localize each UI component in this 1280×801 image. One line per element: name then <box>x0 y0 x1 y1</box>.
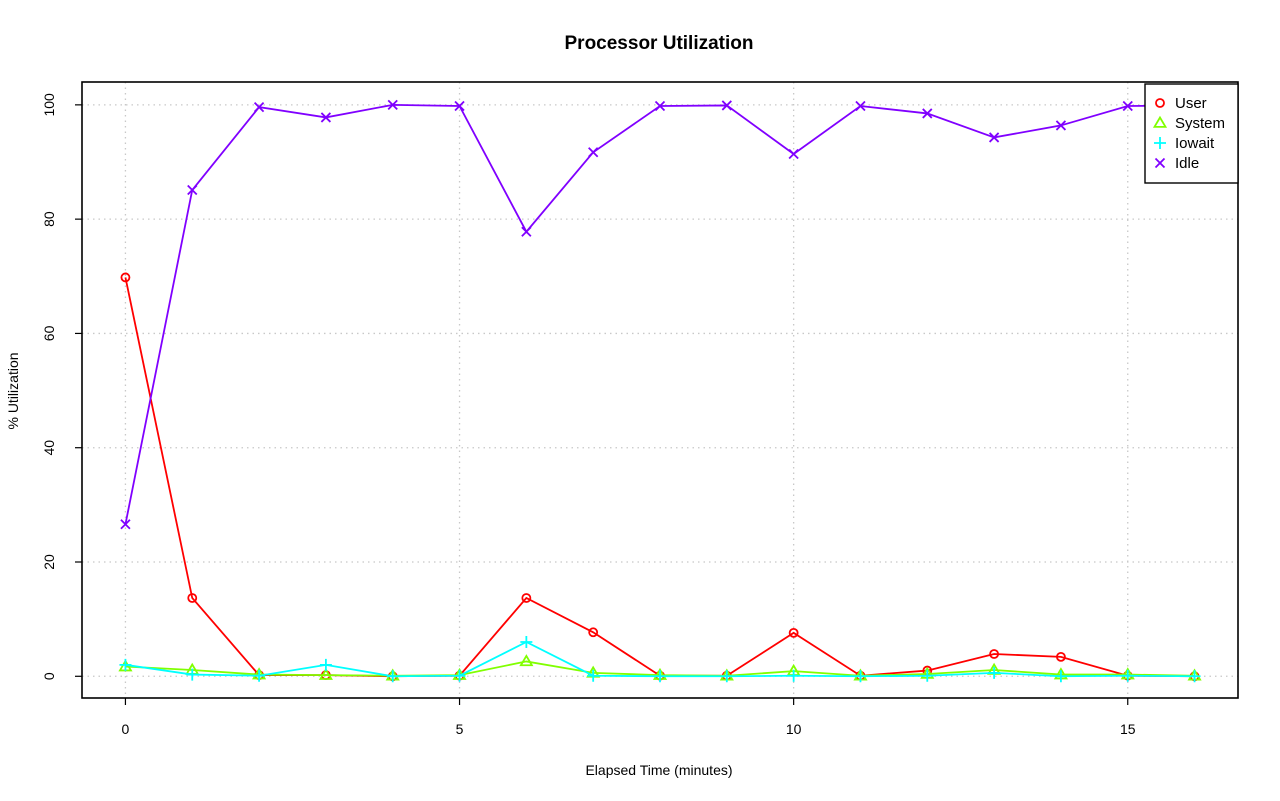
x-tick-label: 15 <box>1120 721 1136 737</box>
legend-label-iowait: Iowait <box>1175 135 1215 152</box>
data-point-idle <box>588 147 599 158</box>
legend: User System Iowait Idle <box>1144 83 1239 184</box>
plot-frame <box>81 81 1239 699</box>
data-point-system <box>519 654 534 667</box>
data-point-idle <box>454 100 465 112</box>
data-point-iowait <box>654 670 666 683</box>
data-point-iowait <box>587 669 600 682</box>
legend-label-idle: Idle <box>1175 155 1199 172</box>
data-point-idle <box>1122 100 1133 112</box>
y-axis-label: % Utilization <box>5 352 21 429</box>
data-point-iowait <box>520 636 533 648</box>
legend-marker-iowait <box>1154 137 1166 149</box>
data-point-idle <box>922 108 933 119</box>
data-point-idle <box>187 184 198 196</box>
grid-lines <box>82 82 1238 698</box>
data-point-iowait <box>854 670 867 683</box>
legend-marker-user <box>1155 98 1165 108</box>
legend-item-system: System <box>1152 115 1225 132</box>
data-point-user <box>521 593 532 603</box>
legend-item-idle: Idle <box>1154 155 1199 172</box>
data-point-idle <box>788 148 799 160</box>
legend-item-iowait: Iowait <box>1154 135 1215 152</box>
data-point-iowait <box>1188 670 1201 683</box>
data-point-iowait <box>186 668 199 681</box>
y-tick-label: 60 <box>41 325 57 341</box>
data-point-idle <box>855 100 866 112</box>
data-point-iowait <box>1121 669 1134 682</box>
data-point-user <box>989 649 1000 659</box>
data-point-iowait <box>988 666 1001 679</box>
data-point-user <box>120 272 131 283</box>
data-point-iowait <box>1054 670 1067 683</box>
data-point-user <box>588 627 599 638</box>
axes: 0 5 10 15 0 20 40 60 80 100 <box>41 93 1136 737</box>
x-tick-label: 5 <box>456 721 464 737</box>
data-point-iowait <box>253 669 266 682</box>
data-point-iowait <box>720 670 733 683</box>
data-point-idle <box>988 132 1000 143</box>
y-tick-label: 100 <box>41 93 57 117</box>
chart-title: Processor Utilization <box>565 33 754 54</box>
data-point-iowait <box>921 669 934 682</box>
series-idle <box>120 99 1200 530</box>
data-point-user <box>187 593 198 603</box>
legend-item-user: User <box>1155 95 1207 112</box>
data-series <box>118 99 1202 683</box>
x-tick-label: 0 <box>122 721 130 737</box>
y-tick-label: 40 <box>41 440 57 456</box>
data-point-iowait <box>119 658 132 671</box>
data-point-system <box>318 667 333 680</box>
data-point-idle <box>387 99 398 110</box>
legend-marker-idle <box>1154 157 1166 169</box>
data-point-idle <box>521 226 532 237</box>
series-iowait <box>119 636 1201 683</box>
data-point-idle <box>721 100 732 111</box>
data-point-iowait <box>319 658 332 671</box>
legend-label-user: User <box>1175 95 1207 112</box>
y-tick-label: 20 <box>41 554 57 570</box>
data-point-user <box>1056 651 1066 662</box>
data-point-idle <box>654 100 666 112</box>
data-point-idle <box>253 102 265 113</box>
legend-box <box>1144 83 1239 184</box>
legend-label-system: System <box>1175 115 1225 132</box>
y-tick-label: 0 <box>41 672 57 680</box>
data-point-iowait <box>386 670 399 683</box>
data-point-iowait <box>787 669 800 682</box>
data-point-idle <box>320 112 332 123</box>
data-point-user <box>788 627 799 638</box>
series-line-idle <box>124 103 1195 525</box>
x-tick-label: 10 <box>786 721 802 737</box>
series-line-user <box>124 277 1195 678</box>
y-tick-label: 80 <box>41 211 57 227</box>
x-axis-label: Elapsed Time (minutes) <box>585 762 732 778</box>
data-point-idle <box>120 519 131 530</box>
legend-marker-system <box>1152 115 1168 128</box>
data-point-idle <box>1055 120 1067 131</box>
data-point-iowait <box>453 669 466 682</box>
series-user <box>120 272 1200 682</box>
